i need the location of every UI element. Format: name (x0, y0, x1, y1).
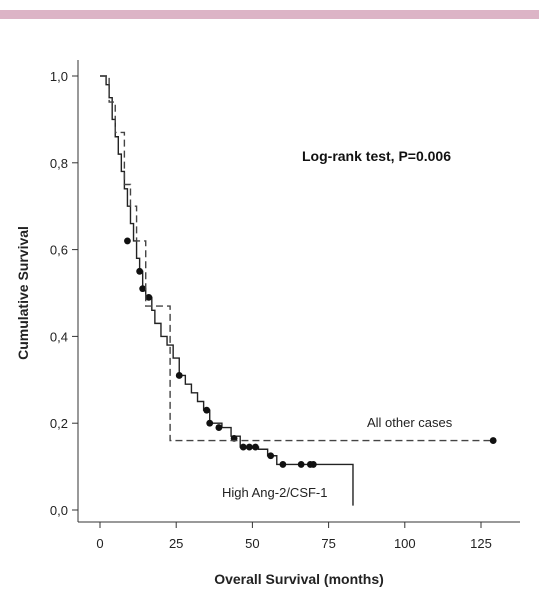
censor-point-high-ang2-csf1 (297, 461, 305, 468)
y-tick-label: 0,0 (50, 503, 68, 518)
x-tick-label: 125 (470, 536, 492, 551)
series-layer (100, 75, 497, 506)
x-tick-label: 75 (321, 536, 335, 551)
censor-point-high-ang2-csf1 (175, 372, 183, 379)
x-tick-label: 0 (96, 536, 103, 551)
series-line-all-other-cases (100, 75, 494, 442)
censor-point-high-ang2-csf1 (145, 293, 153, 301)
censor-point-high-ang2-csf1 (139, 285, 147, 293)
censor-point-high-ang2-csf1 (279, 461, 287, 468)
top-decorative-bar (0, 10, 539, 19)
y-axis-title: Cumulative Survival (15, 226, 31, 360)
censor-point-high-ang2-csf1 (215, 424, 223, 431)
y-tick-label: 1,0 (50, 69, 68, 84)
censor-point-high-ang2-csf1 (309, 461, 317, 468)
tick-marks: 0,0 0,2 0,4 0,6 0,8 1,0 0 25 50 75 100 125 (50, 69, 492, 551)
x-tick-label: 50 (245, 536, 259, 551)
log-rank-annotation: Log-rank test, P=0.006 (302, 148, 451, 164)
censor-point-high-ang2-csf1 (239, 443, 247, 451)
y-tick-label: 0,6 (50, 243, 68, 258)
censor-point-high-ang2-csf1 (252, 443, 259, 451)
x-tick-label: 100 (394, 536, 416, 551)
censor-point-high-ang2-csf1 (203, 406, 211, 414)
y-tick-label: 0,4 (50, 329, 68, 344)
censor-point-high-ang2-csf1 (267, 452, 275, 460)
y-tick-label: 0,2 (50, 416, 68, 431)
x-tick-label: 25 (169, 536, 183, 551)
censor-point-high-ang2-csf1 (206, 419, 214, 427)
censor-point-high-ang2-csf1 (136, 267, 144, 275)
series-label-all-other-cases: All other cases (367, 415, 453, 430)
series-line-high-ang2-csf1 (100, 75, 354, 506)
y-tick-label: 0,8 (50, 156, 68, 171)
x-axis-title: Overall Survival (months) (214, 571, 384, 587)
series-label-high-ang2-csf1: High Ang-2/CSF-1 (222, 485, 328, 500)
censor-point-high-ang2-csf1 (124, 237, 131, 245)
censor-point-all-other-cases (489, 437, 497, 444)
censor-point-high-ang2-csf1 (245, 443, 253, 451)
axes (77, 60, 520, 523)
